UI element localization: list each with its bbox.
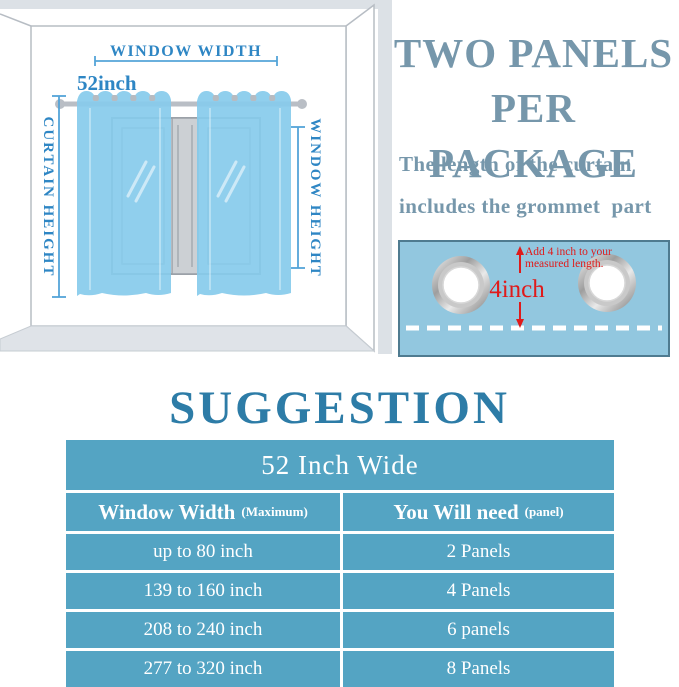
window-height-label: WINDOW HEIGHT [307,118,323,278]
cell-panels-needed: 8 Panels [340,651,614,687]
curtain-panel-left [77,91,171,296]
room-diagram: WINDOW WIDTH 52inch CURTAIN HEIGHT WINDO… [0,0,392,354]
arrowhead-up [516,246,524,255]
floor [0,325,376,352]
rod-tabs [92,95,276,101]
window-mullion [171,117,199,275]
right-outer-strip [378,0,392,354]
rod-finial-right [297,99,307,109]
width-value-label: 52inch [77,71,137,95]
cell-window-width: 208 to 240 inch [143,619,263,640]
cell-window-width: 277 to 320 inch [143,658,263,679]
glass-shine [126,160,246,203]
cell-panels-needed: 6 panels [340,612,614,648]
measure-arrow [516,246,524,328]
curtain-panel-right [197,91,291,296]
table-row: 208 to 240 inch 6 panels [66,609,614,648]
col1-main: Window Width [98,499,236,524]
table-row: up to 80 inch 2 Panels [66,531,614,570]
rod-finial-left [55,99,65,109]
cell-panels-needed: 4 Panels [340,573,614,609]
col-header-you-will-need: You Will need (panel) [340,493,614,531]
window-width-label: WINDOW WIDTH [110,43,262,60]
curtain-panels [77,91,291,296]
measure-value: 4inch [489,276,545,303]
grommet-right [578,254,636,312]
ceiling-band [0,0,386,9]
col-header-window-width: Window Width (Maximum) [66,493,340,531]
cell-panels-needed: 2 Panels [340,534,614,570]
left-corner-line [0,13,32,27]
col2-main: You Will need [393,499,519,524]
right-wall [345,3,375,353]
arrowhead-down [516,319,524,328]
table-header-row: Window Width (Maximum) You Will need (pa… [66,490,614,531]
headline-line1: TWO PANELS [393,30,674,76]
table-row: 277 to 320 inch 8 Panels [66,648,614,687]
headline-line2: PER PACKAGE [429,85,638,186]
measurement-lines [52,56,305,298]
suggestion-title: SUGGESTION [169,382,510,434]
cell-window-width: up to 80 inch [153,541,253,562]
table-row: 139 to 160 inch 4 Panels [66,570,614,609]
curtain-folds [89,108,281,290]
annotation-line2: measured length. [525,258,604,270]
table-title: 52 Inch Wide [66,440,614,490]
headline: TWO PANELS PER PACKAGE [388,26,679,191]
subtext-line1: The length of the curtain [399,152,632,176]
subtext-line2: includes the grommet part [399,194,652,218]
grommet-detail: 4inch Add 4 inch to your measured length… [398,240,670,357]
grommet-left [432,256,490,314]
curtain-height-label: CURTAIN HEIGHT [40,117,56,278]
panel-suggestion-table: 52 Inch Wide Window Width (Maximum) You … [66,440,614,687]
annotation-line1: Add 4 inch to your [525,246,612,258]
col2-note: (panel) [524,504,564,519]
cell-window-width: 139 to 160 inch [143,580,263,601]
col1-note: (Maximum) [241,504,308,519]
